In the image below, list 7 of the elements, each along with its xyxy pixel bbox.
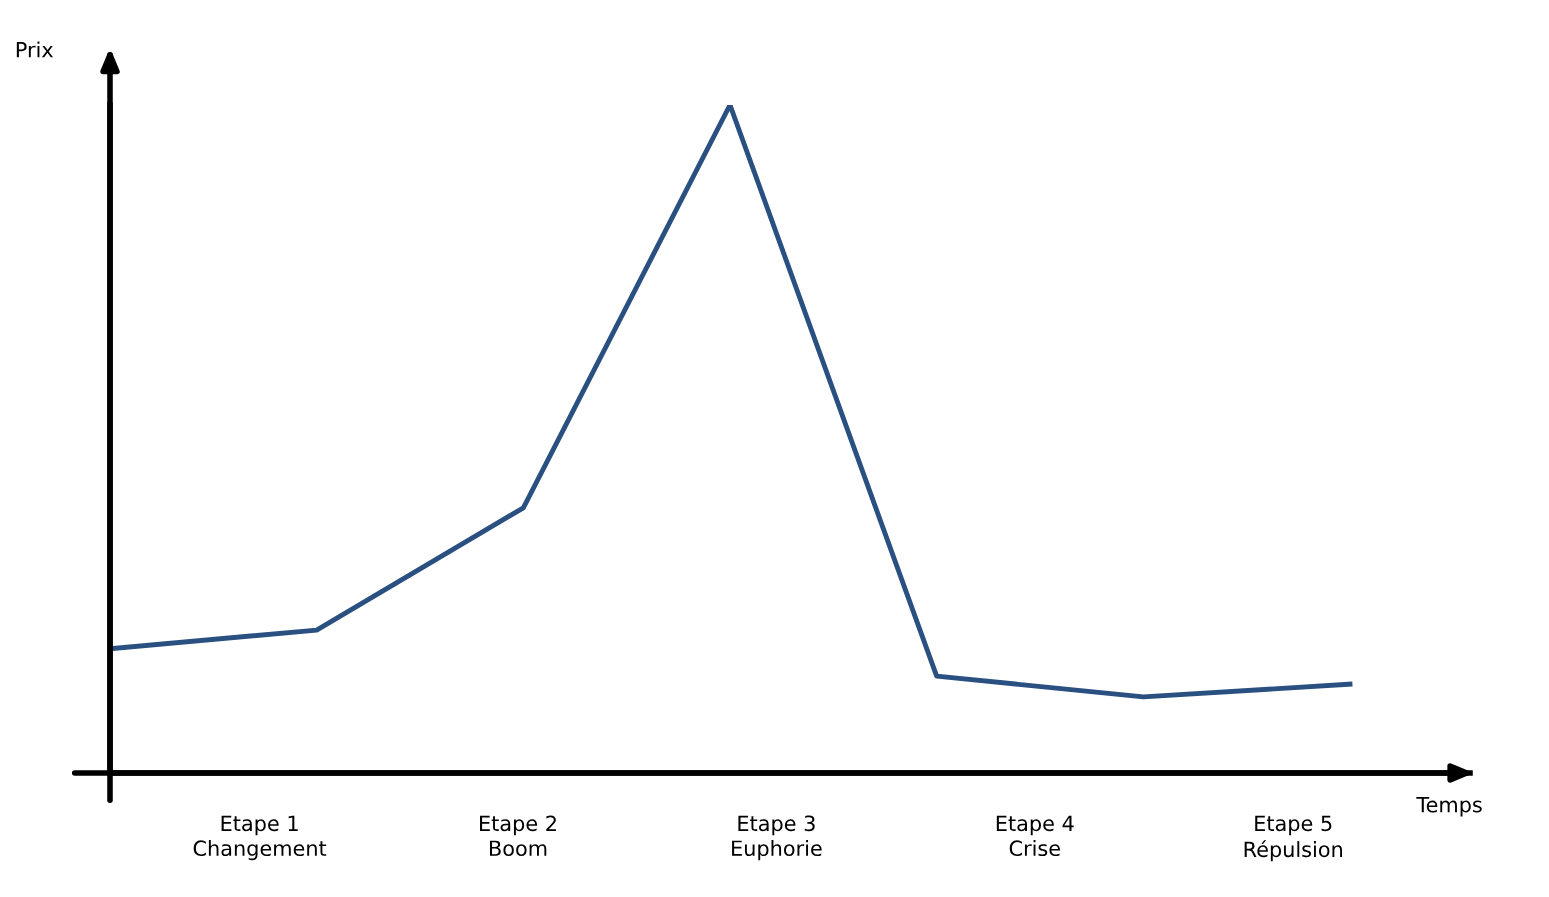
text: Etape 5 Répulsion — [1244, 815, 1343, 862]
y-axis-title: Prix — [16, 41, 53, 58]
text: Etape 1 Changement — [193, 815, 327, 861]
text: Etape 4 Crise — [996, 815, 1074, 857]
x-axis-title: Temps — [1416, 797, 1482, 817]
text: Etape 3 Euphorie — [732, 815, 822, 861]
text: Etape 2 Boom — [480, 815, 556, 857]
